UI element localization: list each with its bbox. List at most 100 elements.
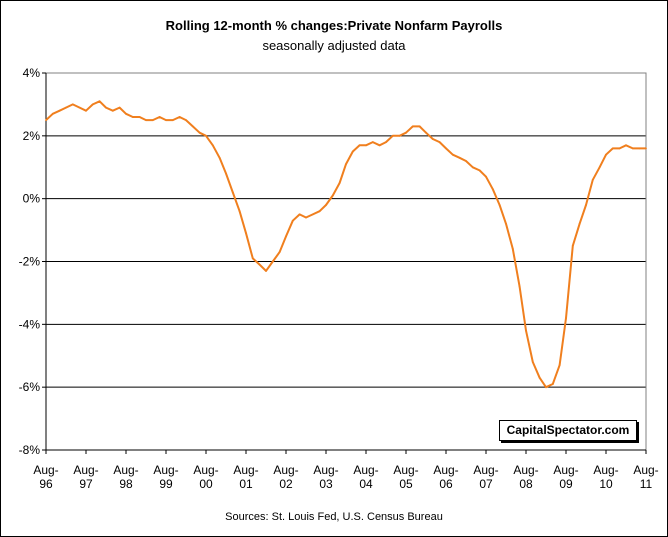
data-point [51, 112, 54, 115]
data-point [325, 204, 327, 206]
y-tick-label: 4% [23, 66, 41, 80]
data-point [438, 141, 441, 144]
x-tick-label-year: 00 [199, 477, 213, 491]
data-point [385, 141, 387, 144]
data-point [585, 204, 587, 206]
data-point [431, 138, 434, 140]
data-point [525, 329, 527, 332]
data-point [485, 175, 487, 178]
x-tick-label-year: 04 [359, 477, 373, 491]
x-tick-label-year: 98 [119, 477, 133, 491]
y-tick-label: 2% [23, 129, 41, 143]
data-point [478, 169, 481, 172]
x-tick-label-year: 10 [599, 477, 613, 491]
data-point [498, 204, 501, 206]
data-point [631, 147, 634, 150]
x-tick-label-year: 06 [439, 477, 453, 491]
data-point [491, 188, 494, 191]
data-point [238, 210, 241, 213]
data-point [591, 178, 594, 181]
data-point [445, 147, 447, 150]
data-point [278, 251, 281, 254]
data-point [178, 116, 181, 118]
data-point [645, 147, 647, 150]
y-tick-label: 0% [23, 192, 41, 206]
gridlines [46, 135, 646, 388]
data-point [571, 244, 574, 247]
data-point [465, 160, 467, 162]
data-point [411, 125, 414, 128]
data-point [145, 119, 147, 121]
data-point [391, 134, 394, 137]
x-tick-label-month: Aug- [353, 463, 378, 477]
data-point [611, 147, 614, 150]
data-point [638, 147, 641, 150]
x-tick-label-year: 07 [479, 477, 493, 491]
data-point [105, 106, 107, 109]
data-point [565, 317, 567, 319]
data-point [98, 100, 101, 103]
data-point [285, 235, 287, 238]
data-point [171, 119, 174, 121]
source-note: Sources: St. Louis Fed, U.S. Census Bure… [225, 511, 443, 523]
data-point [378, 144, 381, 147]
y-tick-label: -8% [19, 443, 41, 457]
data-point [78, 106, 81, 109]
x-tick-label-month: Aug- [113, 463, 138, 477]
x-tick-label-month: Aug- [73, 463, 98, 477]
data-point [551, 383, 554, 385]
data-point [538, 376, 541, 379]
y-tick-label: -4% [19, 317, 41, 331]
data-point [185, 119, 187, 121]
data-point [405, 131, 407, 134]
data-point [251, 257, 254, 260]
watermark-label: CapitalSpectator.com [499, 420, 637, 441]
data-point [191, 125, 194, 128]
x-tick-label-year: 05 [399, 477, 413, 491]
data-point [351, 150, 354, 153]
x-tick-label-month: Aug- [433, 463, 458, 477]
data-point [318, 210, 321, 213]
x-tick-label-month: Aug- [33, 463, 58, 477]
x-tick-label-year: 02 [279, 477, 293, 491]
data-point [578, 222, 581, 225]
payrolls-series-line [45, 100, 646, 389]
data-point [298, 213, 301, 216]
data-point [511, 248, 514, 250]
x-tick-label-month: Aug- [193, 463, 218, 477]
data-point [58, 109, 61, 112]
data-point [358, 144, 361, 147]
y-axis: 4% 2% 0% -2% -4% -6% -8% [19, 66, 47, 457]
x-tick-label-month: Aug- [393, 463, 418, 477]
data-point [131, 116, 134, 118]
data-point [138, 116, 141, 118]
data-point [458, 156, 461, 159]
data-point [245, 232, 247, 235]
x-tick-label-year: 11 [640, 477, 653, 491]
data-point [271, 260, 274, 263]
data-point [198, 131, 201, 134]
x-tick-label-month: Aug- [633, 463, 658, 477]
data-point [331, 194, 334, 197]
x-tick-label-month: Aug- [473, 463, 498, 477]
data-point [291, 219, 294, 222]
x-tick-label-month: Aug- [273, 463, 298, 477]
x-tick-label-year: 99 [159, 477, 173, 491]
data-point [205, 134, 207, 137]
x-tick-label-year: 01 [239, 477, 253, 491]
data-point [471, 166, 474, 169]
data-point [45, 119, 47, 121]
y-tick-label: -2% [19, 255, 41, 269]
data-point [531, 361, 534, 363]
x-tick-label-month: Aug- [553, 463, 578, 477]
data-point [518, 285, 521, 288]
x-tick-label-month: Aug- [233, 463, 258, 477]
data-point [231, 191, 234, 194]
data-point [505, 222, 507, 225]
data-point [305, 216, 307, 219]
x-tick-label-year: 09 [559, 477, 573, 491]
series-layer [45, 100, 647, 389]
x-tick-label-month: Aug- [313, 463, 338, 477]
data-point [125, 112, 127, 115]
